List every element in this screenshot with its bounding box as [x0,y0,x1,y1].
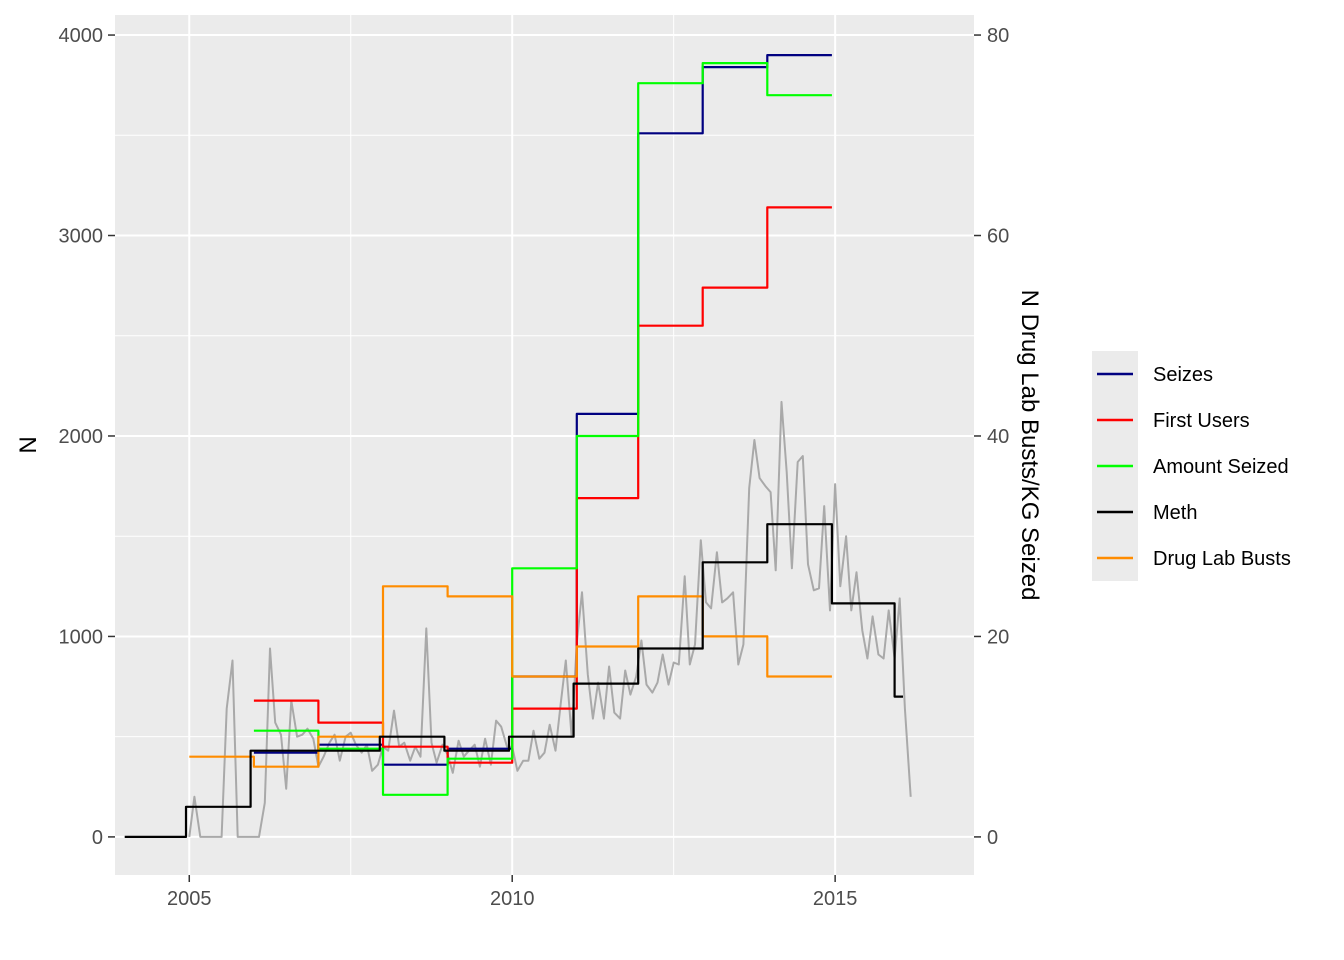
y2-tick-label: 80 [987,25,1009,47]
y2-tick-label: 20 [987,626,1009,648]
y-tick-label: 2000 [59,426,104,448]
y2-tick-label: 0 [987,827,998,849]
y2-tick-label: 40 [987,426,1009,448]
plot-panel [115,15,974,875]
legend-label-amount-seized: Amount Seized [1153,456,1289,478]
left-axis: 0 1000 2000 3000 4000 [59,25,115,849]
legend: Seizes First Users Amount Seized Meth Drug L… [1092,351,1291,581]
x-axis: 2005 2010 2015 [167,875,857,910]
legend-label-drug-lab-busts: Drug Lab Busts [1153,548,1291,570]
series-line-meth [124,523,903,839]
right-axis: 0 20 40 60 80 [974,25,1009,849]
legend-label-seizes: Seizes [1153,364,1213,386]
y2-axis-title: N Drug Lab Busts/KG Seized [1016,290,1043,601]
x-tick-label: 2005 [167,888,212,910]
grid-major [115,15,974,875]
y-tick-label: 3000 [59,226,104,248]
y-tick-label: 4000 [59,25,104,47]
series-line-amount-seized [253,61,832,796]
y-tick-label: 1000 [59,626,104,648]
legend-label-meth: Meth [1153,502,1197,524]
series-line-monthly-count [188,400,912,838]
y-tick-label: 0 [92,827,103,849]
legend-label-first-users: First Users [1153,410,1250,432]
x-tick-label: 2010 [490,888,535,910]
y2-tick-label: 60 [987,226,1009,248]
series-layer [124,53,912,839]
series-line-first-users [253,206,832,764]
x-tick-label: 2015 [813,888,858,910]
y-axis-title: N [15,436,42,453]
